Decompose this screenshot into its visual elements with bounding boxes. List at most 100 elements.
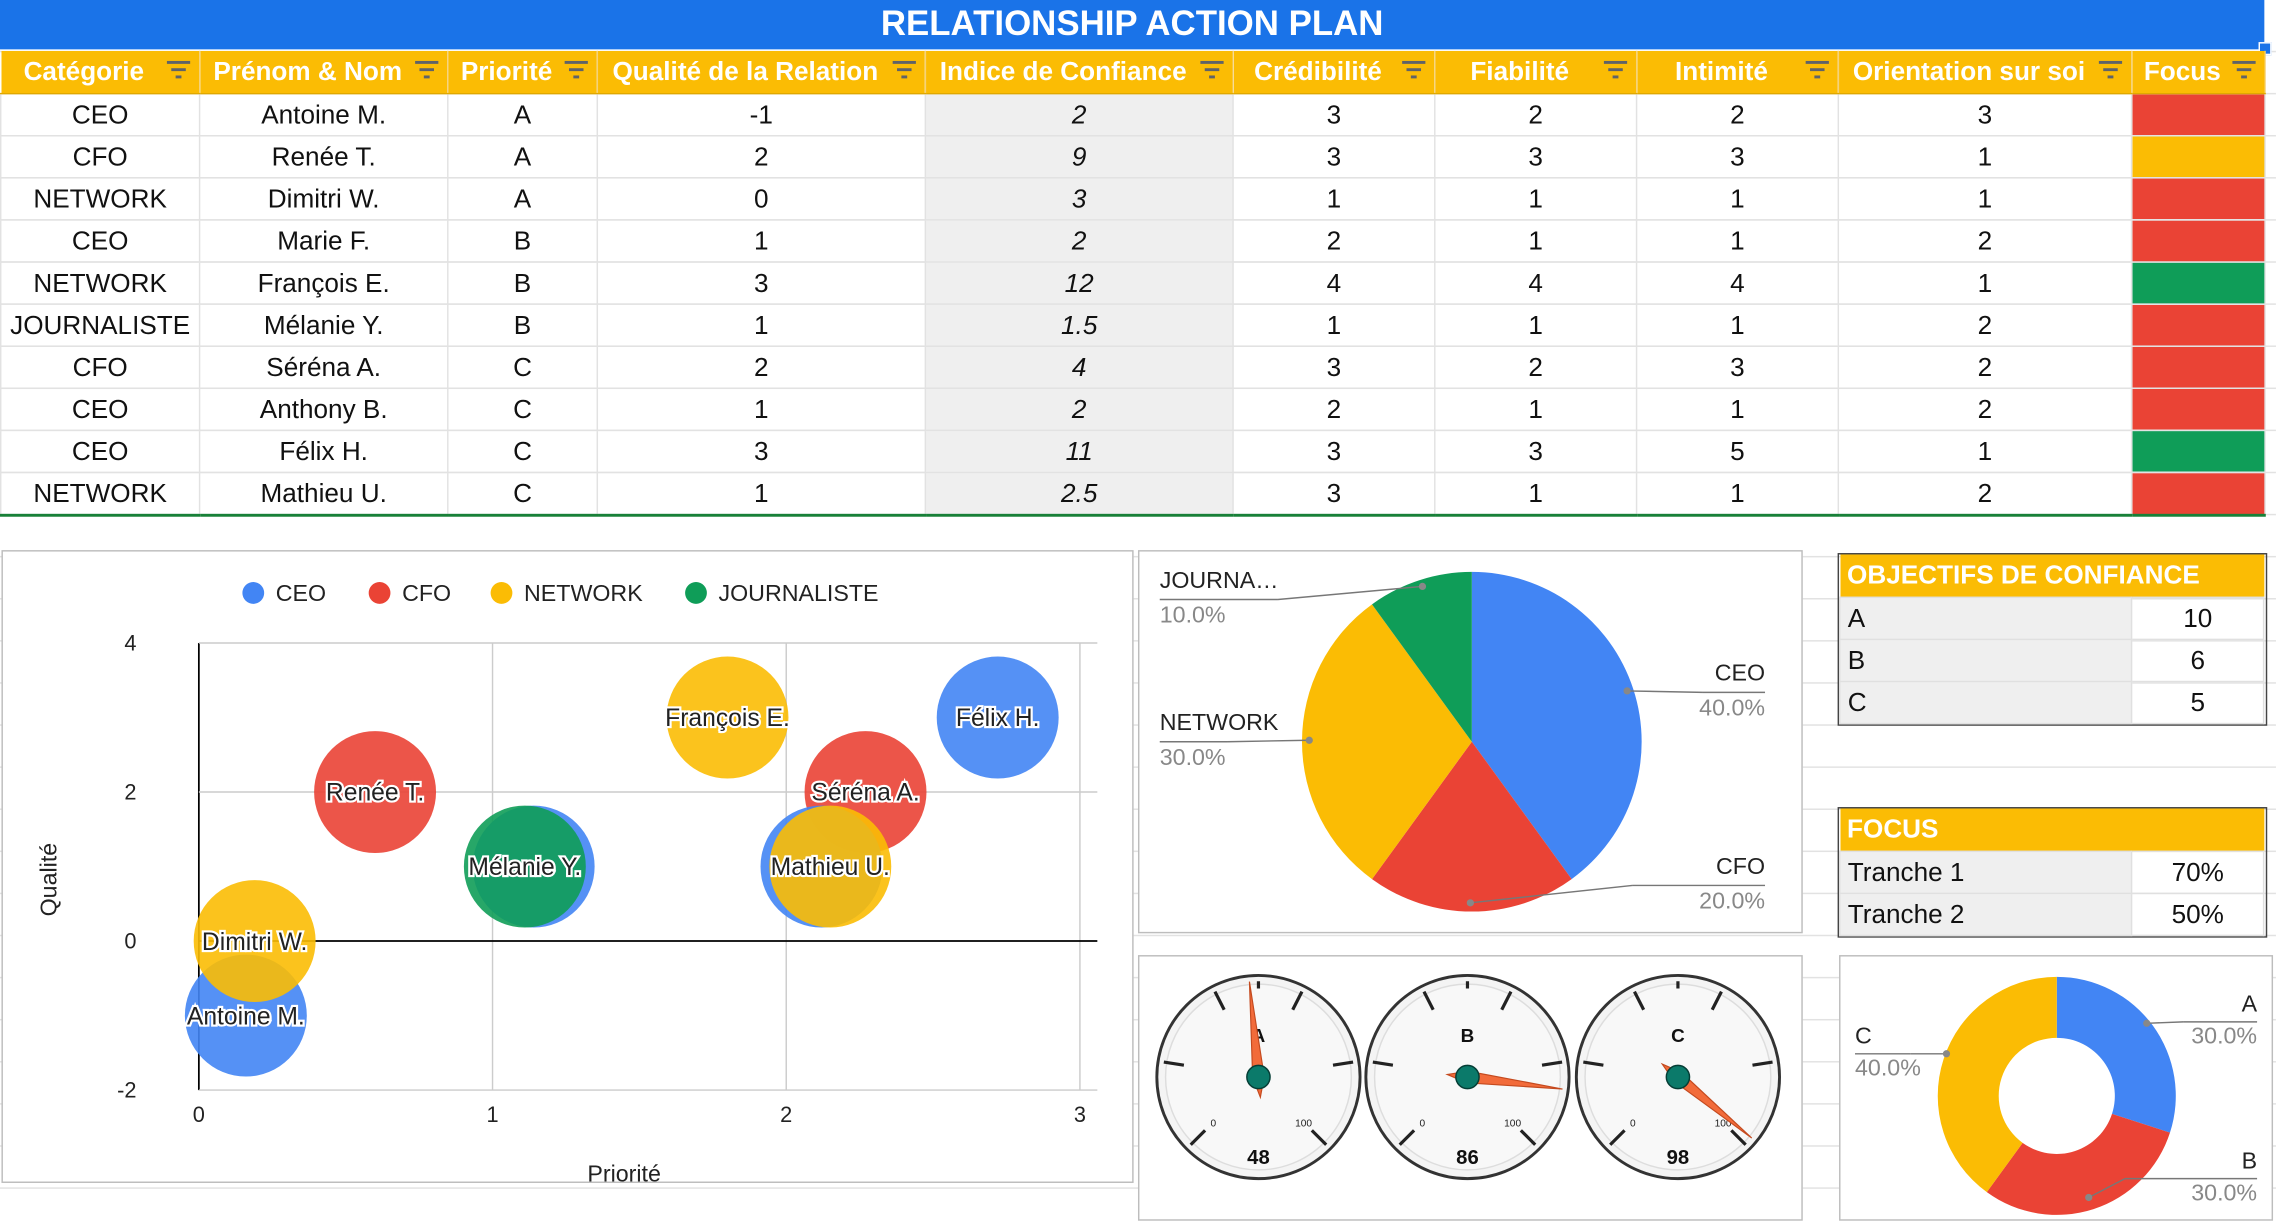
filter-icon[interactable] [1603,60,1628,81]
column-header-priorite[interactable]: Priorité [447,50,599,95]
cell-nom[interactable]: Renée T. [198,134,449,179]
cell-indice[interactable]: 2 [924,219,1234,263]
cell-nom[interactable]: Dimitri W. [198,177,449,221]
filter-icon[interactable] [892,60,916,81]
cell-focus[interactable] [2130,471,2266,517]
bubble-renee-t[interactable] [314,731,437,853]
cell-priorite[interactable]: C [447,471,599,517]
cell-credibilite[interactable]: 3 [1232,345,1436,390]
cell-credibilite[interactable]: 1 [1232,303,1436,347]
filter-icon[interactable] [415,60,439,81]
cell-focus[interactable] [2130,134,2266,179]
column-header-intimite[interactable]: Intimité [1636,50,1840,95]
cell-nom[interactable]: Félix H. [198,429,449,474]
cell-focus[interactable] [2130,92,2266,137]
cell-priorite[interactable]: B [447,219,599,263]
cell-credibilite[interactable]: 2 [1232,219,1436,263]
cell-focus[interactable] [2130,387,2266,432]
cell-categorie[interactable]: NETWORK [0,177,201,221]
cell-orientation[interactable]: 1 [1837,177,2133,221]
cell-orientation[interactable]: 1 [1837,134,2133,179]
cell-intimite[interactable]: 5 [1635,429,1840,474]
cell-indice[interactable]: 2.5 [924,471,1234,517]
cell-priorite[interactable]: B [447,303,599,347]
cell-priorite[interactable]: C [447,387,599,432]
cell-nom[interactable]: Marie F. [198,219,449,263]
column-header-qualite-de-la-relation[interactable]: Qualité de la Relation [597,50,927,95]
cell-fiabilite[interactable]: 1 [1434,303,1638,347]
pie-slice-ceo[interactable] [1471,571,1642,880]
cell-categorie[interactable]: CEO [0,429,201,474]
cell-categorie[interactable]: CEO [0,92,201,137]
cell-focus[interactable] [2130,429,2266,474]
cell-credibilite[interactable]: 3 [1232,471,1436,517]
cell-priorite[interactable]: A [447,134,599,179]
cell-focus[interactable] [2130,219,2266,263]
cell-fiabilite[interactable]: 1 [1434,471,1638,517]
donut-slice-a[interactable] [2056,976,2176,1133]
cell-priorite[interactable]: B [447,261,599,305]
cell-fiabilite[interactable]: 2 [1434,345,1638,390]
cell-categorie[interactable]: CEO [0,387,201,432]
donut-slice-c[interactable] [1937,976,2057,1193]
cell-qualite[interactable]: 1 [596,471,927,517]
cell-credibilite[interactable]: 1 [1232,177,1436,221]
cell-intimite[interactable]: 3 [1635,345,1840,390]
cell-qualite[interactable]: 0 [596,177,927,221]
cell-indice[interactable]: 11 [924,429,1234,474]
bubble-felix-h[interactable] [936,656,1059,779]
cell-focus[interactable] [2130,303,2266,347]
cell-orientation[interactable]: 2 [1837,219,2133,263]
cell-orientation[interactable]: 2 [1837,471,2133,517]
cell-orientation[interactable]: 3 [1837,92,2133,137]
cell-categorie[interactable]: CEO [0,219,201,263]
cell-priorite[interactable]: A [447,92,599,137]
cell-indice[interactable]: 9 [924,134,1234,179]
pie-slice-network[interactable] [1301,604,1472,880]
cell-categorie[interactable]: JOURNALISTE [0,303,201,347]
cell-orientation[interactable]: 2 [1837,387,2133,432]
cell-nom[interactable]: Mélanie Y. [198,303,449,347]
column-header-orientation-sur-soi[interactable]: Orientation sur soi [1838,50,2133,95]
cell-qualite[interactable]: 1 [596,387,927,432]
cell-qualite[interactable]: 1 [596,219,927,263]
cell-fiabilite[interactable]: 3 [1434,134,1638,179]
filter-icon[interactable] [2232,60,2256,81]
cell-indice[interactable]: 2 [924,92,1234,137]
cell-credibilite[interactable]: 2 [1232,387,1436,432]
cell-orientation[interactable]: 1 [1837,429,2133,474]
cell-fiabilite[interactable]: 1 [1434,387,1638,432]
bubble-mathieu-u[interactable] [769,805,892,928]
box-row-value[interactable]: 10 [2131,596,2265,641]
cell-fiabilite[interactable]: 1 [1434,219,1638,263]
cell-indice[interactable]: 3 [924,177,1234,221]
box-row-value[interactable]: 70% [2131,850,2265,895]
box-row-value[interactable]: 5 [2131,680,2265,725]
cell-qualite[interactable]: -1 [596,92,927,137]
pie-slice-journaliste[interactable] [1372,571,1472,742]
legend-item-cfo[interactable]: CFO [368,582,451,608]
cell-intimite[interactable]: 1 [1635,177,1840,221]
cell-fiabilite[interactable]: 2 [1434,92,1638,137]
box-row-value[interactable]: 6 [2131,638,2265,683]
filter-icon[interactable] [564,60,588,81]
bubble-dimitri-w[interactable] [193,880,316,1003]
box-row-value[interactable]: 50% [2131,892,2265,937]
column-header-categorie[interactable]: Catégorie [0,50,201,95]
cell-intimite[interactable]: 1 [1635,387,1840,432]
filter-icon[interactable] [1402,60,1426,81]
cell-nom[interactable]: Séréna A. [198,345,449,390]
cell-focus[interactable] [2130,261,2266,305]
cell-categorie[interactable]: NETWORK [0,261,201,305]
cell-intimite[interactable]: 1 [1635,471,1840,517]
donut-slice-b[interactable] [1986,1113,2170,1215]
cell-categorie[interactable]: NETWORK [0,471,201,517]
cell-qualite[interactable]: 2 [596,134,927,179]
cell-focus[interactable] [2130,345,2266,390]
bubble-francois-e[interactable] [666,656,789,779]
filter-icon[interactable] [2098,60,2123,81]
cell-intimite[interactable]: 3 [1635,134,1840,179]
box-row-label[interactable]: C [1839,680,2133,725]
bubble-melanie-y[interactable] [463,805,586,928]
cell-intimite[interactable]: 1 [1635,219,1840,263]
